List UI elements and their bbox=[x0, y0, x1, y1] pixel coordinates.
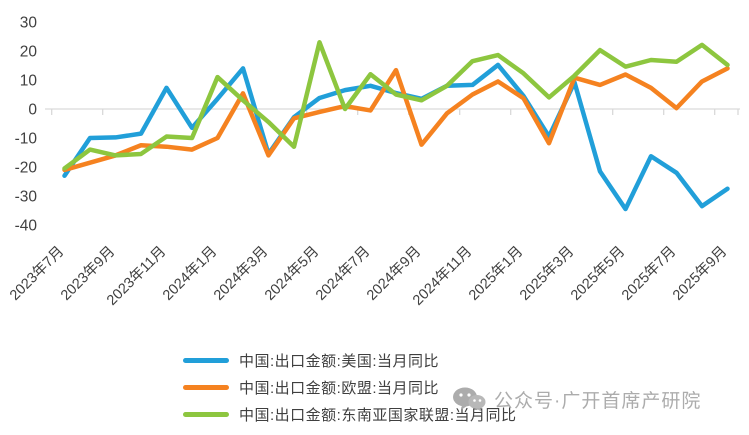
x-tick-label: 2025年5月 bbox=[567, 243, 628, 304]
y-tick-label: 20 bbox=[20, 44, 38, 61]
asean-series-swatch bbox=[183, 412, 229, 417]
legend-item-asean: 中国:出口金额:东南亚国家联盟:当月同比 bbox=[183, 405, 517, 424]
legend-item-us: 中国:出口金额:美国:当月同比 bbox=[183, 351, 517, 370]
x-tick-label: 2025年1月 bbox=[465, 243, 526, 304]
line-chart: 3020100-10-20-30-402023年7月2023年9月2023年11… bbox=[6, 15, 740, 309]
x-tick-label: 2025年9月 bbox=[669, 243, 730, 304]
eu-series-label: 中国:出口金额:欧盟:当月同比 bbox=[239, 380, 440, 397]
x-tick-label: 2023年7月 bbox=[6, 243, 67, 304]
chart-legend: 中国:出口金额:美国:当月同比 中国:出口金额:欧盟:当月同比 中国:出口金额:… bbox=[183, 351, 517, 424]
asean-series-label: 中国:出口金额:东南亚国家联盟:当月同比 bbox=[239, 407, 517, 424]
y-tick-label: 0 bbox=[28, 102, 37, 119]
x-tick-label: 2025年3月 bbox=[516, 243, 577, 304]
watermark-text: 公众号·广开首席产研院 bbox=[494, 391, 702, 412]
x-tick-label: 2024年3月 bbox=[210, 243, 271, 304]
x-tick-label: 2024年1月 bbox=[159, 243, 220, 304]
legend-item-eu: 中国:出口金额:欧盟:当月同比 bbox=[183, 378, 517, 397]
y-tick-label: -40 bbox=[15, 218, 38, 235]
series-line-eu bbox=[62, 66, 730, 173]
x-tick-label: 2024年5月 bbox=[261, 243, 322, 304]
y-tick-label: 30 bbox=[20, 15, 38, 32]
x-tick-label: 2024年7月 bbox=[312, 243, 373, 304]
y-tick-label: 10 bbox=[20, 73, 38, 90]
y-tick-label: -10 bbox=[15, 131, 38, 148]
series-line-asean bbox=[62, 40, 730, 171]
eu-series-swatch bbox=[183, 385, 229, 390]
y-tick-label: -20 bbox=[15, 160, 38, 177]
us-series-swatch bbox=[183, 358, 229, 363]
us-series-label: 中国:出口金额:美国:当月同比 bbox=[239, 353, 440, 370]
y-tick-label: -30 bbox=[15, 189, 38, 206]
x-tick-label: 2025年7月 bbox=[618, 243, 679, 304]
